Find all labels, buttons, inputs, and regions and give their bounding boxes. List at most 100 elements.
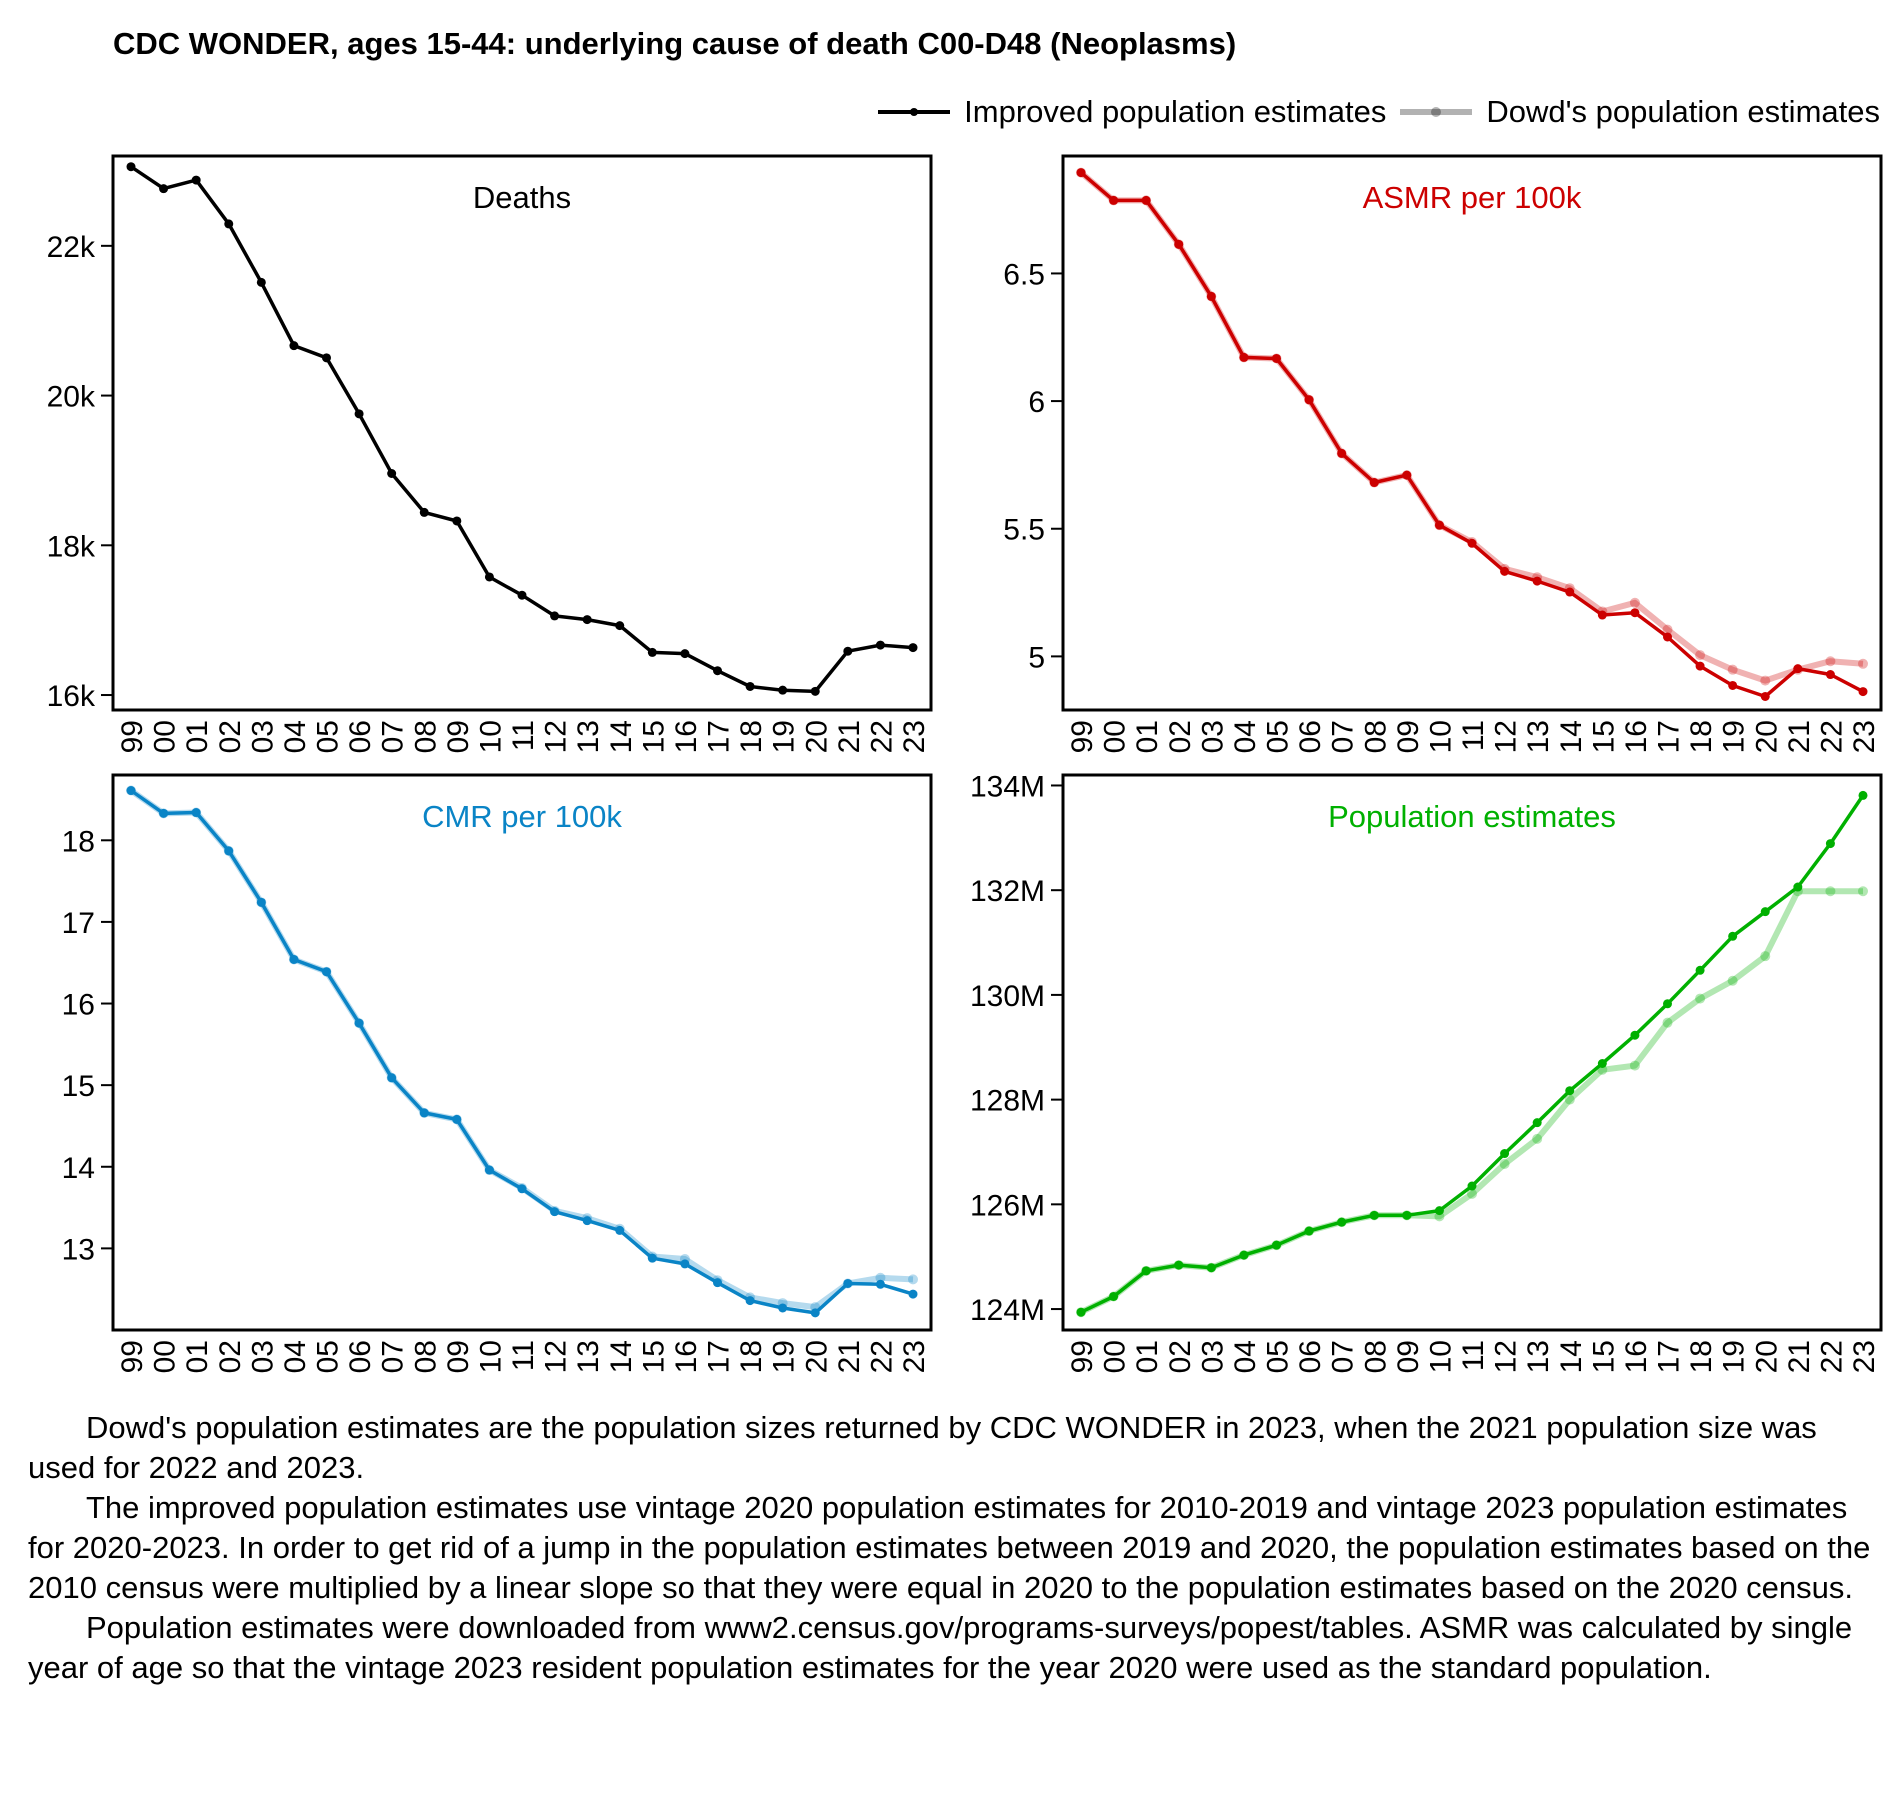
panel-title: Population estimates [1328,799,1616,834]
data-point-dowd [1532,1133,1543,1144]
x-tick-label: 14 [1555,1340,1588,1373]
data-point-improved [713,1278,722,1288]
data-point-improved [159,808,169,818]
data-point-improved [419,507,429,517]
data-point-dowd [1760,951,1771,962]
x-tick-label: 08 [1359,720,1392,753]
data-point-dowd [1662,1017,1673,1028]
x-tick-label: 23 [898,1340,931,1373]
x-tick-label: 13 [1522,720,1555,753]
data-point-improved [843,646,853,656]
x-tick-label: 16 [670,720,703,753]
x-tick-label: 17 [1653,1340,1686,1373]
x-tick-label: 03 [246,720,279,753]
plot-frame [111,154,933,712]
data-point-improved [354,1018,364,1028]
x-tick-label: 22 [1815,720,1848,753]
data-point-improved [1630,1030,1640,1040]
x-tick-label: 07 [1327,720,1360,753]
legend-swatch-dowd [1400,107,1473,117]
x-tick-label: 18 [1685,720,1718,753]
x-tick-label: 23 [898,720,931,753]
x-tick-label: 99 [1066,1340,1099,1373]
legend-label-improved: Improved population estimates [964,94,1387,129]
data-point-improved [647,1253,657,1263]
x-tick-label: 01 [181,720,214,753]
data-point-dowd [1727,664,1738,675]
data-point-improved [647,647,657,657]
data-point-improved [289,954,299,964]
y-tick-label: 134M [970,770,1045,803]
data-point-improved [1825,839,1835,849]
x-tick-label: 03 [1196,720,1229,753]
x-tick-label: 19 [768,720,801,753]
x-tick-label: 22 [865,720,898,753]
data-point-improved [810,1308,820,1318]
x-tick-label: 00 [1099,720,1132,753]
data-point-improved [1174,239,1184,249]
data-point-improved [1728,680,1738,690]
data-point-improved [1793,664,1803,674]
series-line-dowd [1079,888,1863,1315]
data-point-improved [159,184,169,194]
x-tick-label: 00 [1099,1340,1132,1373]
x-tick-label: 16 [1620,720,1653,753]
x-tick-label: 02 [1164,720,1197,753]
chart-panel-4: 124M 126M 128M 130M 132M 134M 99 00 01 02 03 04 05 06… [970,770,1883,1373]
x-tick-label: 06 [1294,1340,1327,1373]
data-point-improved [1239,352,1249,362]
x-tick-label: 19 [1718,1340,1751,1373]
y-tick-label: 130M [970,980,1045,1013]
data-point-improved [1663,632,1672,642]
chart-panel-2: 5 5.5 6 6.5 99 00 01 02 03 04 05 06 07 08 09 10 11 12 13 14… [1003,154,1883,753]
x-tick-label: 14 [605,1340,638,1373]
data-point-improved [550,1207,560,1217]
x-tick-label: 16 [670,1340,703,1373]
x-tick-label: 15 [637,720,670,753]
data-point-improved [1467,1181,1477,1191]
x-tick-label: 21 [833,1340,866,1373]
x-tick-label: 09 [1392,720,1425,753]
x-tick-label: 99 [116,1340,149,1373]
legend: Improved population estimates Dowd's pop… [864,92,1880,132]
data-point-improved [875,1279,885,1289]
data-point-improved [615,1225,625,1235]
x-tick-label: 20 [800,1340,833,1373]
x-tick-label: 12 [540,720,573,753]
x-tick-label: 20 [1750,1340,1783,1373]
x-tick-label: 01 [1131,720,1164,753]
data-point-improved [256,897,266,907]
legend-label-dowd: Dowd's population estimates [1486,94,1880,129]
x-tick-label: 13 [572,1340,605,1373]
data-point-improved [1858,790,1868,800]
x-tick-label: 15 [1587,720,1620,753]
legend-item-dowd: Dowd's population estimates [1398,92,1880,132]
x-tick-label: 20 [1750,720,1783,753]
y-tick-label: 13 [62,1233,95,1266]
data-point-improved [1760,907,1770,917]
footnote-paragraph: Dowd's population estimates are the popu… [28,1410,1817,1485]
data-point-improved [387,469,397,479]
data-point-dowd [1499,1159,1510,1170]
data-point-improved [1272,353,1281,363]
x-tick-label: 21 [1783,720,1816,753]
data-point-improved [778,1303,788,1313]
x-tick-label: 22 [865,1340,898,1373]
data-point-improved [1500,566,1510,576]
data-point-improved [1174,1260,1184,1270]
data-point-improved [1434,1206,1444,1216]
x-tick-label: 02 [214,720,247,753]
x-tick-label: 04 [1229,720,1262,753]
data-point-improved [1076,1307,1086,1317]
x-tick-label: 02 [1164,1340,1197,1373]
data-point-improved [1369,1210,1379,1220]
data-point-improved [615,621,625,631]
panel-title: CMR per 100k [422,799,622,834]
x-tick-label: 12 [1490,720,1523,753]
legend-item-improved: Improved population estimates [876,92,1386,132]
data-point-dowd [1695,650,1706,661]
data-point-improved [582,615,592,625]
y-tick-label: 124M [970,1294,1045,1327]
